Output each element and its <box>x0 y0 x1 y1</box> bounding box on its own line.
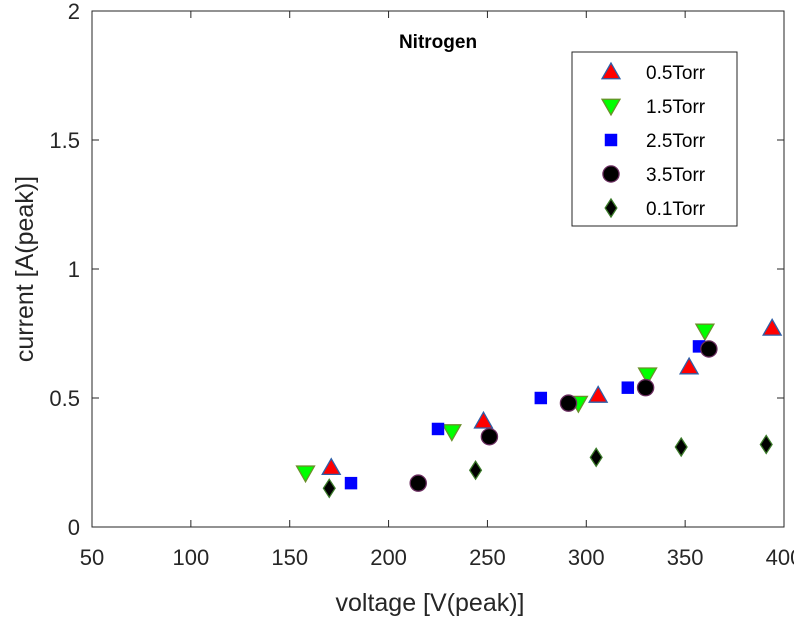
data-point <box>589 447 603 468</box>
chart-title: Nitrogen <box>399 32 477 53</box>
data-point <box>621 381 635 394</box>
x-tick-label: 300 <box>568 545 605 570</box>
data-point <box>674 436 688 458</box>
legend: 0.5Torr 1.5Torr 2.5Torr 3.5Torr 0.1Torr <box>571 51 738 227</box>
legend-marker <box>600 61 622 80</box>
x-tick-label: 400 <box>766 545 794 570</box>
x-axis-label: voltage [V(peak)] <box>336 589 525 617</box>
legend-marker <box>600 98 622 117</box>
data-point <box>678 356 700 375</box>
series-0-5torr <box>321 318 783 476</box>
data-point <box>759 434 773 455</box>
data-point <box>321 457 342 476</box>
data-point <box>559 394 578 412</box>
data-point <box>480 427 499 446</box>
data-point <box>588 385 609 403</box>
y-axis-label: current [A(peak)] <box>11 176 39 362</box>
x-tick-label: 100 <box>172 545 209 570</box>
legend-marker <box>604 197 618 219</box>
axes: 50 100 150 200 250 300 350 400 0 0.5 1 1.5 2 <box>49 0 794 570</box>
data-points <box>295 318 783 499</box>
legend-label: 1.5Torr <box>646 97 706 118</box>
series-2-5torr <box>344 340 706 490</box>
x-tick-label: 350 <box>667 545 704 570</box>
x-tick-label: 50 <box>80 545 104 570</box>
y-tick-label: 2 <box>68 0 80 24</box>
legend-label: 0.5Torr <box>646 63 706 84</box>
data-point <box>700 340 718 358</box>
data-point <box>694 323 716 342</box>
legend-box <box>571 51 738 227</box>
legend-label: 0.1Torr <box>646 199 706 220</box>
legend-label: 3.5Torr <box>646 165 706 186</box>
data-point <box>441 424 462 442</box>
series-3-5torr <box>409 340 718 492</box>
data-point <box>295 465 316 484</box>
x-tick-label: 250 <box>469 545 506 570</box>
data-point <box>431 422 445 436</box>
data-point <box>534 391 548 405</box>
x-tick-label: 200 <box>370 545 407 570</box>
data-point <box>636 378 655 397</box>
x-tick-label: 150 <box>271 545 308 570</box>
legend-marker <box>602 165 620 183</box>
y-tick-label: 0 <box>68 515 80 540</box>
data-point <box>344 476 358 490</box>
data-point <box>468 460 483 481</box>
data-point <box>762 318 783 336</box>
data-point <box>322 478 336 499</box>
data-point <box>409 474 427 492</box>
data-point <box>637 367 658 386</box>
y-tick-label: 1 <box>68 257 80 282</box>
legend-marker <box>604 133 618 147</box>
legend-label: 2.5Torr <box>646 131 706 152</box>
y-tick-label: 0.5 <box>49 386 80 411</box>
y-tick-label: 1.5 <box>49 128 80 153</box>
series-0-1torr <box>322 434 773 499</box>
data-point <box>473 410 494 429</box>
